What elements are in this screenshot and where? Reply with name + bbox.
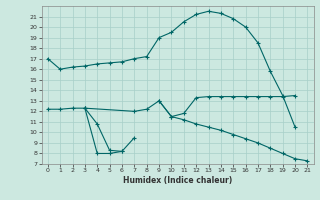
X-axis label: Humidex (Indice chaleur): Humidex (Indice chaleur) [123,176,232,185]
